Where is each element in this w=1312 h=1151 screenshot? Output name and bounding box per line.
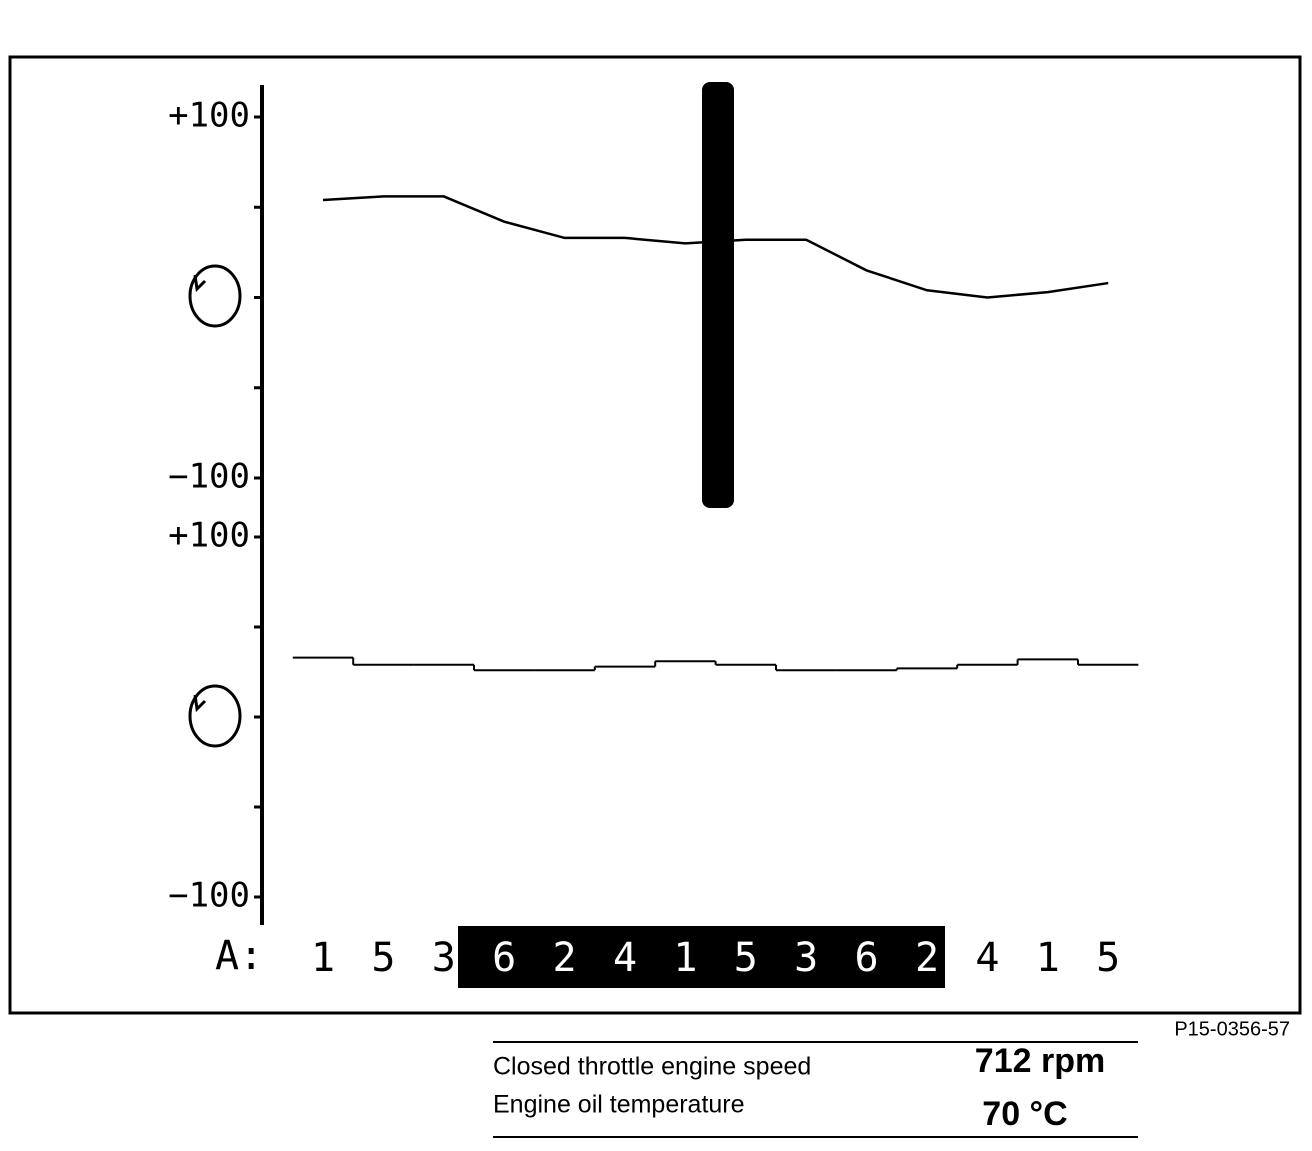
y-tick-label: +100 <box>168 516 250 556</box>
x-tick-label: 6 <box>855 935 879 981</box>
x-tick-label: 5 <box>734 935 758 981</box>
x-tick-label: 1 <box>1036 935 1060 981</box>
cylinder-icon-arrow <box>193 694 207 713</box>
cylinder-icon-arrow <box>193 274 207 293</box>
x-tick-label: 5 <box>371 935 395 981</box>
figure-id: P15-0356-57 <box>1174 1018 1290 1040</box>
cursor <box>702 82 734 508</box>
x-tick-label: 4 <box>975 935 999 981</box>
y-tick-label: +100 <box>168 96 250 136</box>
y-tick-label: −100 <box>168 457 250 497</box>
highlight-band <box>458 926 945 988</box>
x-tick-label: 1 <box>311 935 335 981</box>
table-label: Closed throttle engine speed <box>493 1053 811 1081</box>
table-value: 712 rpm <box>975 1042 1105 1080</box>
cylinder-icon <box>188 684 242 748</box>
y-tick-label: −100 <box>168 876 250 916</box>
x-tick-label: 6 <box>492 935 516 981</box>
screen-frame <box>8 55 1302 1015</box>
table-label: Engine oil temperature <box>493 1091 745 1119</box>
x-tick-label: 2 <box>553 935 577 981</box>
x-tick-label: 5 <box>1096 935 1120 981</box>
cylinder-icon <box>188 264 242 328</box>
x-tick-label: 1 <box>673 935 697 981</box>
x-tick-label: 3 <box>794 935 818 981</box>
trace-line <box>322 195 1109 299</box>
cylinder-icons <box>188 264 242 748</box>
table-value: 70 °C <box>982 1095 1067 1133</box>
x-tick-label: 2 <box>915 935 939 981</box>
x-tick-label: 4 <box>613 935 637 981</box>
x-axis-label: A: <box>215 933 263 979</box>
x-tick-label: 3 <box>432 935 456 981</box>
